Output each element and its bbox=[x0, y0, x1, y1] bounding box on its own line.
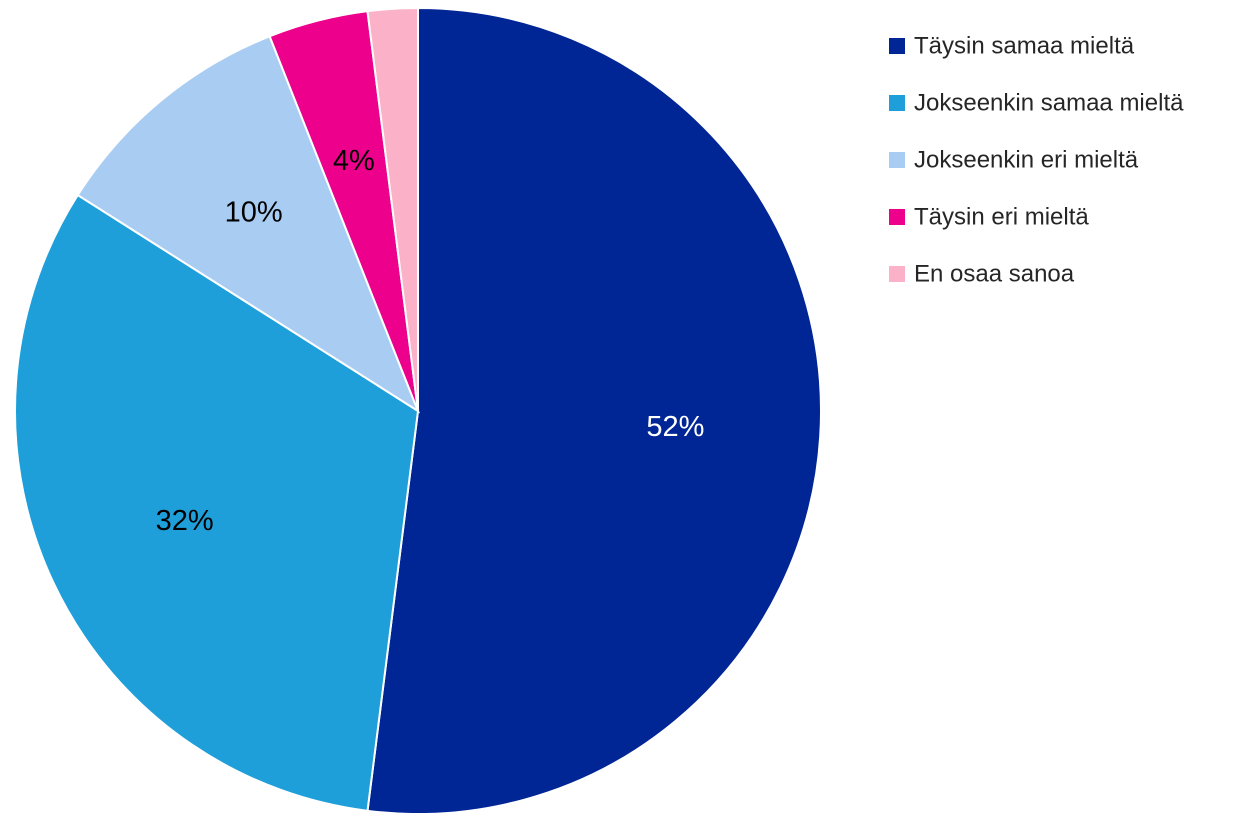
data-label-jokseenkin-eri-mielta: 10% bbox=[225, 196, 283, 228]
legend-label: Täysin eri mieltä bbox=[914, 204, 1089, 231]
legend-item-jokseenkin-eri-mielta: Jokseenkin eri mieltä bbox=[889, 147, 1139, 174]
legend-label: Täysin samaa mieltä bbox=[914, 33, 1135, 60]
legend-label: Jokseenkin eri mieltä bbox=[914, 147, 1139, 174]
legend-swatch bbox=[889, 95, 905, 111]
legend-item-jokseenkin-samaa-mielta: Jokseenkin samaa mieltä bbox=[889, 90, 1184, 117]
pie-slice-en-osaa-sanoa bbox=[366, 6, 419, 412]
legend-swatch bbox=[889, 38, 905, 54]
data-label-taysin-samaa-mielta: 52% bbox=[646, 411, 704, 443]
data-label-taysin-eri-mielta: 4% bbox=[333, 145, 375, 177]
legend-item-taysin-samaa-mielta: Täysin samaa mieltä bbox=[889, 33, 1135, 60]
pie-slice-jokseenkin-eri-mielta bbox=[76, 35, 421, 414]
legend-item-en-osaa-sanoa: En osaa sanoa bbox=[889, 261, 1075, 288]
legend-swatch bbox=[889, 209, 905, 225]
pie-slice-jokseenkin-samaa-mielta bbox=[14, 193, 420, 812]
legend-item-taysin-eri-mielta: Täysin eri mieltä bbox=[889, 204, 1089, 231]
pie-slices bbox=[14, 6, 823, 813]
pie-slice-taysin-samaa-mielta bbox=[366, 6, 823, 813]
legend-label: En osaa sanoa bbox=[914, 261, 1075, 288]
data-label-jokseenkin-samaa-mielta: 32% bbox=[156, 505, 214, 537]
pie-data-labels: 52% 32% 10% 4% bbox=[156, 145, 705, 537]
legend-swatch bbox=[889, 152, 905, 168]
legend: Täysin samaa mieltä Jokseenkin samaa miel… bbox=[889, 33, 1184, 288]
legend-swatch bbox=[889, 266, 905, 282]
legend-label: Jokseenkin samaa mieltä bbox=[914, 90, 1184, 117]
